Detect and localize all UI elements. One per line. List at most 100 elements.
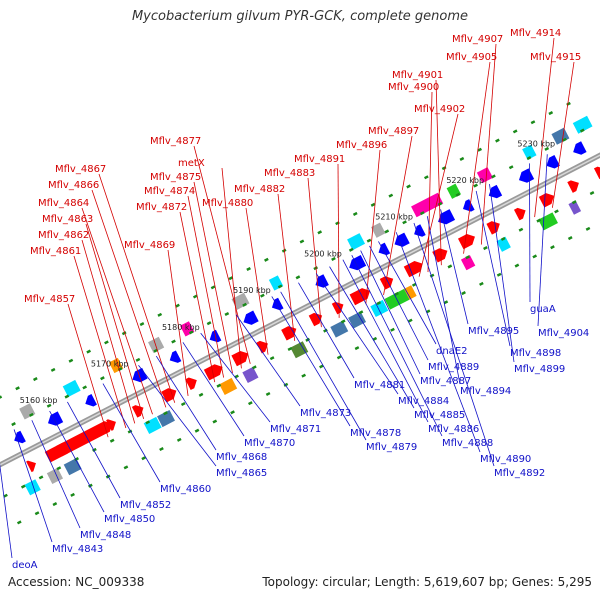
track-tick (230, 410, 235, 415)
gene-lower-14 (572, 115, 593, 134)
gene-reverse-7 (271, 297, 284, 311)
gene-forward-19 (513, 207, 526, 221)
gene-lower-8-body (371, 222, 386, 238)
gene-reverse-10-body (378, 242, 391, 256)
gene-reverse-2 (85, 394, 97, 407)
gene-upper-4 (157, 410, 175, 428)
top-leader-line (418, 113, 459, 277)
gene-reverse-12 (414, 224, 426, 237)
track-tick (265, 391, 271, 397)
track-tick (283, 382, 289, 387)
top-gene-label: Mflv_4891 (294, 154, 345, 165)
top-gene-label: Mflv_4861 (30, 246, 81, 257)
gene-upper-14 (496, 236, 511, 252)
top-gene-label: Mflv_4915 (530, 52, 581, 63)
track-tick (390, 327, 395, 332)
track-tick (579, 128, 585, 133)
bottom-leader-line (426, 216, 461, 385)
track-tick (407, 318, 413, 323)
bottom-gene-label: Mflv_4894 (460, 386, 511, 397)
gene-lower-6 (268, 275, 284, 291)
track-tick (295, 275, 301, 280)
track-tick (176, 437, 182, 442)
genome-summary: Topology: circular; Length: 5,619,607 bp… (262, 575, 592, 589)
gene-reverse-5-body (209, 329, 222, 343)
gene-reverse-15-body (488, 184, 503, 199)
track-tick (491, 174, 496, 179)
gene-upper-5-body (219, 377, 238, 395)
gene-reverse-3-body (132, 367, 148, 383)
track-tick (384, 229, 390, 234)
gene-lower-10-body (446, 183, 461, 199)
top-gene-label: Mflv_4907 (452, 34, 503, 45)
top-leader-line (277, 193, 296, 341)
track-tick (319, 364, 324, 369)
track-tick (64, 394, 70, 399)
scale-label: 5190 kbp (233, 286, 271, 295)
top-leader-line (534, 37, 555, 218)
gene-forward-6-body (185, 377, 197, 391)
top-gene-label: Mflv_4877 (150, 136, 201, 147)
top-gene-label: Mflv_4897 (368, 126, 419, 137)
bottom-gene-label: Mflv_4870 (244, 438, 295, 449)
top-gene-label: Mflv_4882 (234, 184, 285, 195)
gene-upper-4-body (157, 410, 175, 428)
gene-upper-2 (63, 458, 82, 476)
track-tick (554, 209, 559, 214)
bottom-leader-line (298, 282, 355, 379)
gene-upper-12-body (404, 285, 417, 300)
track-tick (139, 322, 145, 327)
track-tick (532, 254, 538, 259)
track-tick (514, 263, 520, 268)
bottom-leader-line (182, 342, 245, 437)
gene-upper-16 (568, 200, 582, 215)
bottom-gene-label: Mflv_4886 (428, 424, 479, 435)
gene-upper-7 (290, 341, 309, 359)
bottom-leader-line (31, 420, 81, 529)
gene-forward-22-body (593, 166, 600, 180)
track-tick (20, 484, 26, 489)
gene-reverse-13-body (438, 209, 456, 225)
track-tick (323, 328, 328, 333)
track-tick (68, 358, 74, 363)
gene-lower-9-body (411, 192, 444, 218)
gene-forward-22 (593, 166, 600, 180)
track-tick (358, 310, 364, 315)
track-tick (447, 264, 453, 269)
scale-label: 5160 kbp (20, 396, 58, 405)
bottom-gene-label: Mflv_4885 (414, 410, 465, 421)
gene-forward-17-body (457, 233, 475, 250)
gene-forward-8 (231, 350, 249, 367)
gene-forward-2-body (56, 421, 113, 457)
bottom-leader-line (13, 429, 53, 543)
bottom-leader-line (440, 209, 469, 325)
gene-forward-17 (457, 233, 475, 250)
top-leader-line (179, 211, 216, 383)
top-leader-line (193, 145, 251, 364)
track-tick (175, 303, 180, 308)
bottom-gene-label: Mflv_4850 (104, 514, 155, 525)
gene-reverse-12-body (414, 224, 426, 237)
top-gene-label: Mflv_4905 (446, 52, 497, 63)
gene-upper-13-body (460, 254, 476, 271)
track-tick (459, 156, 465, 161)
track-tick (127, 429, 133, 434)
track-tick (34, 511, 40, 516)
top-leader-line (480, 43, 497, 245)
top-gene-label: Mflv_4883 (264, 168, 315, 179)
top-leader-line (73, 255, 127, 429)
map-title: Mycobacterium gilvum PYR-GCK, complete g… (131, 9, 469, 24)
gene-reverse-2-body (85, 394, 97, 407)
track-tick (571, 200, 577, 205)
bottom-gene-label: Mflv_4892 (494, 468, 545, 479)
bottom-gene-label: Mflv_4904 (538, 328, 589, 339)
track-tick (210, 285, 216, 290)
top-gene-label: Mflv_4901 (392, 70, 443, 81)
top-gene-label: Mflv_4867 (55, 164, 106, 175)
bottom-leader-line (369, 245, 429, 361)
track-tick (28, 412, 34, 417)
gene-forward-19-body (513, 207, 526, 221)
top-gene-label: metX (178, 158, 205, 169)
gene-reverse-0-body (14, 430, 26, 444)
track-tick (495, 138, 500, 143)
